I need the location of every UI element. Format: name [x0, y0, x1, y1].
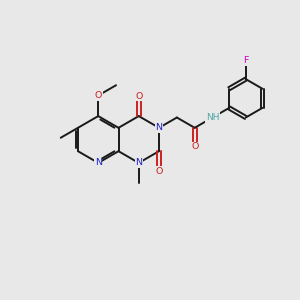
Text: O: O [155, 167, 163, 176]
Text: N: N [135, 158, 142, 167]
Text: F: F [243, 56, 248, 65]
Text: N: N [155, 123, 163, 132]
Text: N: N [95, 158, 102, 167]
Text: O: O [191, 142, 198, 152]
Text: O: O [94, 91, 102, 100]
Text: NH: NH [206, 113, 219, 122]
Text: O: O [135, 92, 142, 101]
